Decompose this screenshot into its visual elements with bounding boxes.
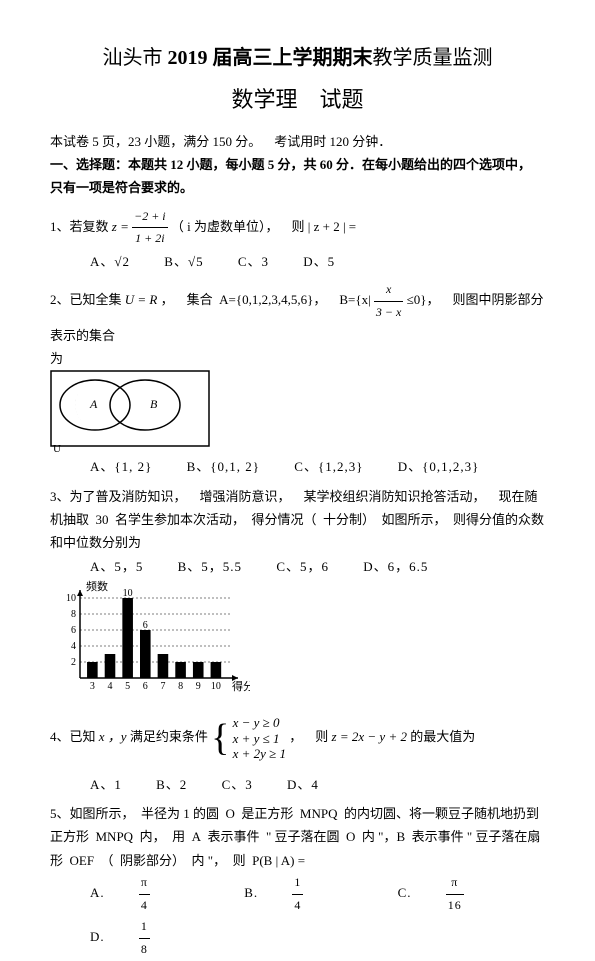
question-2: 2、已知全集 U = R ， 集合 A={0,1,2,3,4,5,6}， B={… [50, 279, 545, 347]
q1-fraction: −2 + i 1 + 2i [132, 206, 168, 250]
svg-text:10: 10 [66, 593, 76, 604]
svg-text:B: B [150, 397, 158, 411]
venn-diagram: A B U [50, 370, 210, 455]
title1-year: 2019 [168, 47, 208, 69]
q3-opt-a: A、5，5 [90, 559, 143, 574]
q4-l1: x − y ≥ 0 [233, 715, 286, 731]
doc-title-2: 数学理 试题 [50, 80, 545, 120]
svg-text:得分: 得分 [232, 680, 250, 693]
q5-D-d: 8 [139, 939, 150, 961]
q2-d: 为 [50, 347, 545, 370]
title1-post: 届高三上学期期末 [208, 47, 373, 69]
q1-den: 1 + 2i [132, 228, 168, 250]
q5-opt-b: B. 14 [244, 885, 367, 900]
q4-a: 4、已知 [50, 729, 99, 744]
svg-text:2: 2 [71, 657, 76, 668]
q4-system: x − y ≥ 0 x + y ≤ 1 x + 2y ≥ 1 [233, 715, 286, 762]
question-4: 4、已知 x ，y 满足约束条件 { x − y ≥ 0 x + y ≤ 1 x… [50, 704, 545, 772]
q5-B-d: 4 [292, 895, 303, 917]
q2-opt-b: B、{0,1, 2} [187, 459, 260, 474]
question-1: 1、若复数 z = −2 + i 1 + 2i （ i 为虚数单位）， 则 | … [50, 206, 545, 250]
q4-c: ， 则 [289, 729, 331, 744]
q4-l2: x + y ≤ 1 [233, 731, 286, 747]
svg-text:5: 5 [125, 681, 130, 692]
q5-C-n: π [446, 872, 464, 895]
q5-B-pre: B. [244, 885, 258, 900]
q4-opt-a: A、1 [90, 777, 122, 792]
q2-fd: 3 − x [374, 302, 403, 324]
svg-text:3: 3 [90, 681, 95, 692]
title1-pre: 汕头市 [103, 47, 168, 69]
q4-b: 满足约束条件 [130, 729, 211, 744]
q1-opt-c: C、3 [238, 254, 269, 269]
svg-text:U: U [53, 443, 61, 455]
q2-fn: x [374, 279, 403, 302]
svg-text:10: 10 [211, 681, 221, 692]
q5-opt-d: D. 18 [90, 929, 210, 944]
svg-text:8: 8 [178, 681, 183, 692]
q4-l3: x + 2y ≥ 1 [233, 746, 286, 762]
svg-text:4: 4 [71, 641, 76, 652]
q2-b: ， 集合 A={0,1,2,3,4,5,6}， B={x| [161, 292, 374, 307]
svg-text:A: A [89, 397, 98, 411]
q4-brace: { [211, 704, 229, 772]
q1-opt-b: B、√5 [164, 254, 203, 269]
svg-text:频数: 频数 [86, 579, 108, 593]
q5-D-n: 1 [139, 916, 150, 939]
question-5: 5、如图所示， 半径为 1 的圆 O 是正方形 MNPQ 的内切圆、将一颗豆子随… [50, 802, 545, 872]
q4-obj: z = 2x − y + 2 [332, 729, 407, 744]
doc-title-1: 汕头市 2019 届高三上学期期末教学质量监测 [50, 40, 545, 76]
svg-text:6: 6 [143, 681, 148, 692]
svg-text:10: 10 [123, 588, 133, 599]
q2-fraction: x 3 − x [374, 279, 403, 323]
q4-opt-d: D、4 [287, 777, 319, 792]
q1-lhs: z = [112, 219, 132, 234]
question-3: 3、为了普及消防知识， 增强消防意识， 某学校组织消防知识抢答活动， 现在随机抽… [50, 485, 545, 555]
section-1-heading: 一、选择题：本题共 12 小题，每小题 5 分，共 60 分．在每小题给出的四个… [50, 153, 545, 200]
q5-A-d: 4 [139, 895, 150, 917]
q1-options: A、√2 B、√5 C、3 D、5 [90, 250, 545, 273]
q1-opt-d: D、5 [303, 254, 335, 269]
q2-opt-a: A、{1, 2} [90, 459, 152, 474]
q2-opt-d: D、{0,1,2,3} [398, 459, 480, 474]
q1-label: 1、若复数 [50, 219, 112, 234]
q4-d: 的最大值为 [410, 729, 475, 744]
q5-B-n: 1 [292, 872, 303, 895]
q3-opt-c: C、5，6 [276, 559, 329, 574]
q3-opt-b: B、5，5.5 [178, 559, 242, 574]
q5-D-pre: D. [90, 929, 105, 944]
svg-text:6: 6 [143, 620, 148, 631]
q1-num: −2 + i [132, 206, 168, 229]
q5-opt-c: C. π16 [398, 885, 524, 900]
q1-tail: （ i 为虚数单位）， 则 | z + 2 | = [171, 219, 356, 234]
svg-text:9: 9 [196, 681, 201, 692]
q5-C-d: 16 [446, 895, 464, 917]
q5-C-pre: C. [398, 885, 412, 900]
q2-a: 2、已知全集 [50, 292, 125, 307]
q3-options: A、5，5 B、5，5.5 C、5，6 D、6，6.5 [90, 555, 545, 578]
q3-opt-d: D、6，6.5 [363, 559, 428, 574]
q1-opt-a: A、√2 [90, 254, 130, 269]
q4-opt-b: B、2 [156, 777, 187, 792]
q4-options: A、1 B、2 C、3 D、4 [90, 773, 545, 796]
bar-chart: 频数得分 2 4 6 8 10 3 4 5 10 6 6 7 8 9 10 [50, 578, 250, 698]
svg-text:7: 7 [160, 681, 165, 692]
q2-options: A、{1, 2} B、{0,1, 2} C、{1,2,3} D、{0,1,2,3… [90, 455, 545, 478]
q4-opt-c: C、3 [222, 777, 253, 792]
q5-opt-a: A. π4 [90, 885, 214, 900]
svg-text:6: 6 [71, 625, 76, 636]
q5-options: A. π4 B. 14 C. π16 D. 18 [90, 872, 545, 960]
svg-text:8: 8 [71, 609, 76, 620]
q4-vars: x ，y [99, 729, 127, 744]
intro-text: 本试卷 5 页，23 小题，满分 150 分。 考试用时 120 分钟． [50, 130, 545, 153]
q5-A-pre: A. [90, 885, 105, 900]
svg-text:4: 4 [108, 681, 113, 692]
q2-opt-c: C、{1,2,3} [294, 459, 363, 474]
q2-U: U = R [125, 292, 158, 307]
q5-A-n: π [139, 872, 150, 895]
title1-end: 教学质量监测 [373, 47, 493, 69]
